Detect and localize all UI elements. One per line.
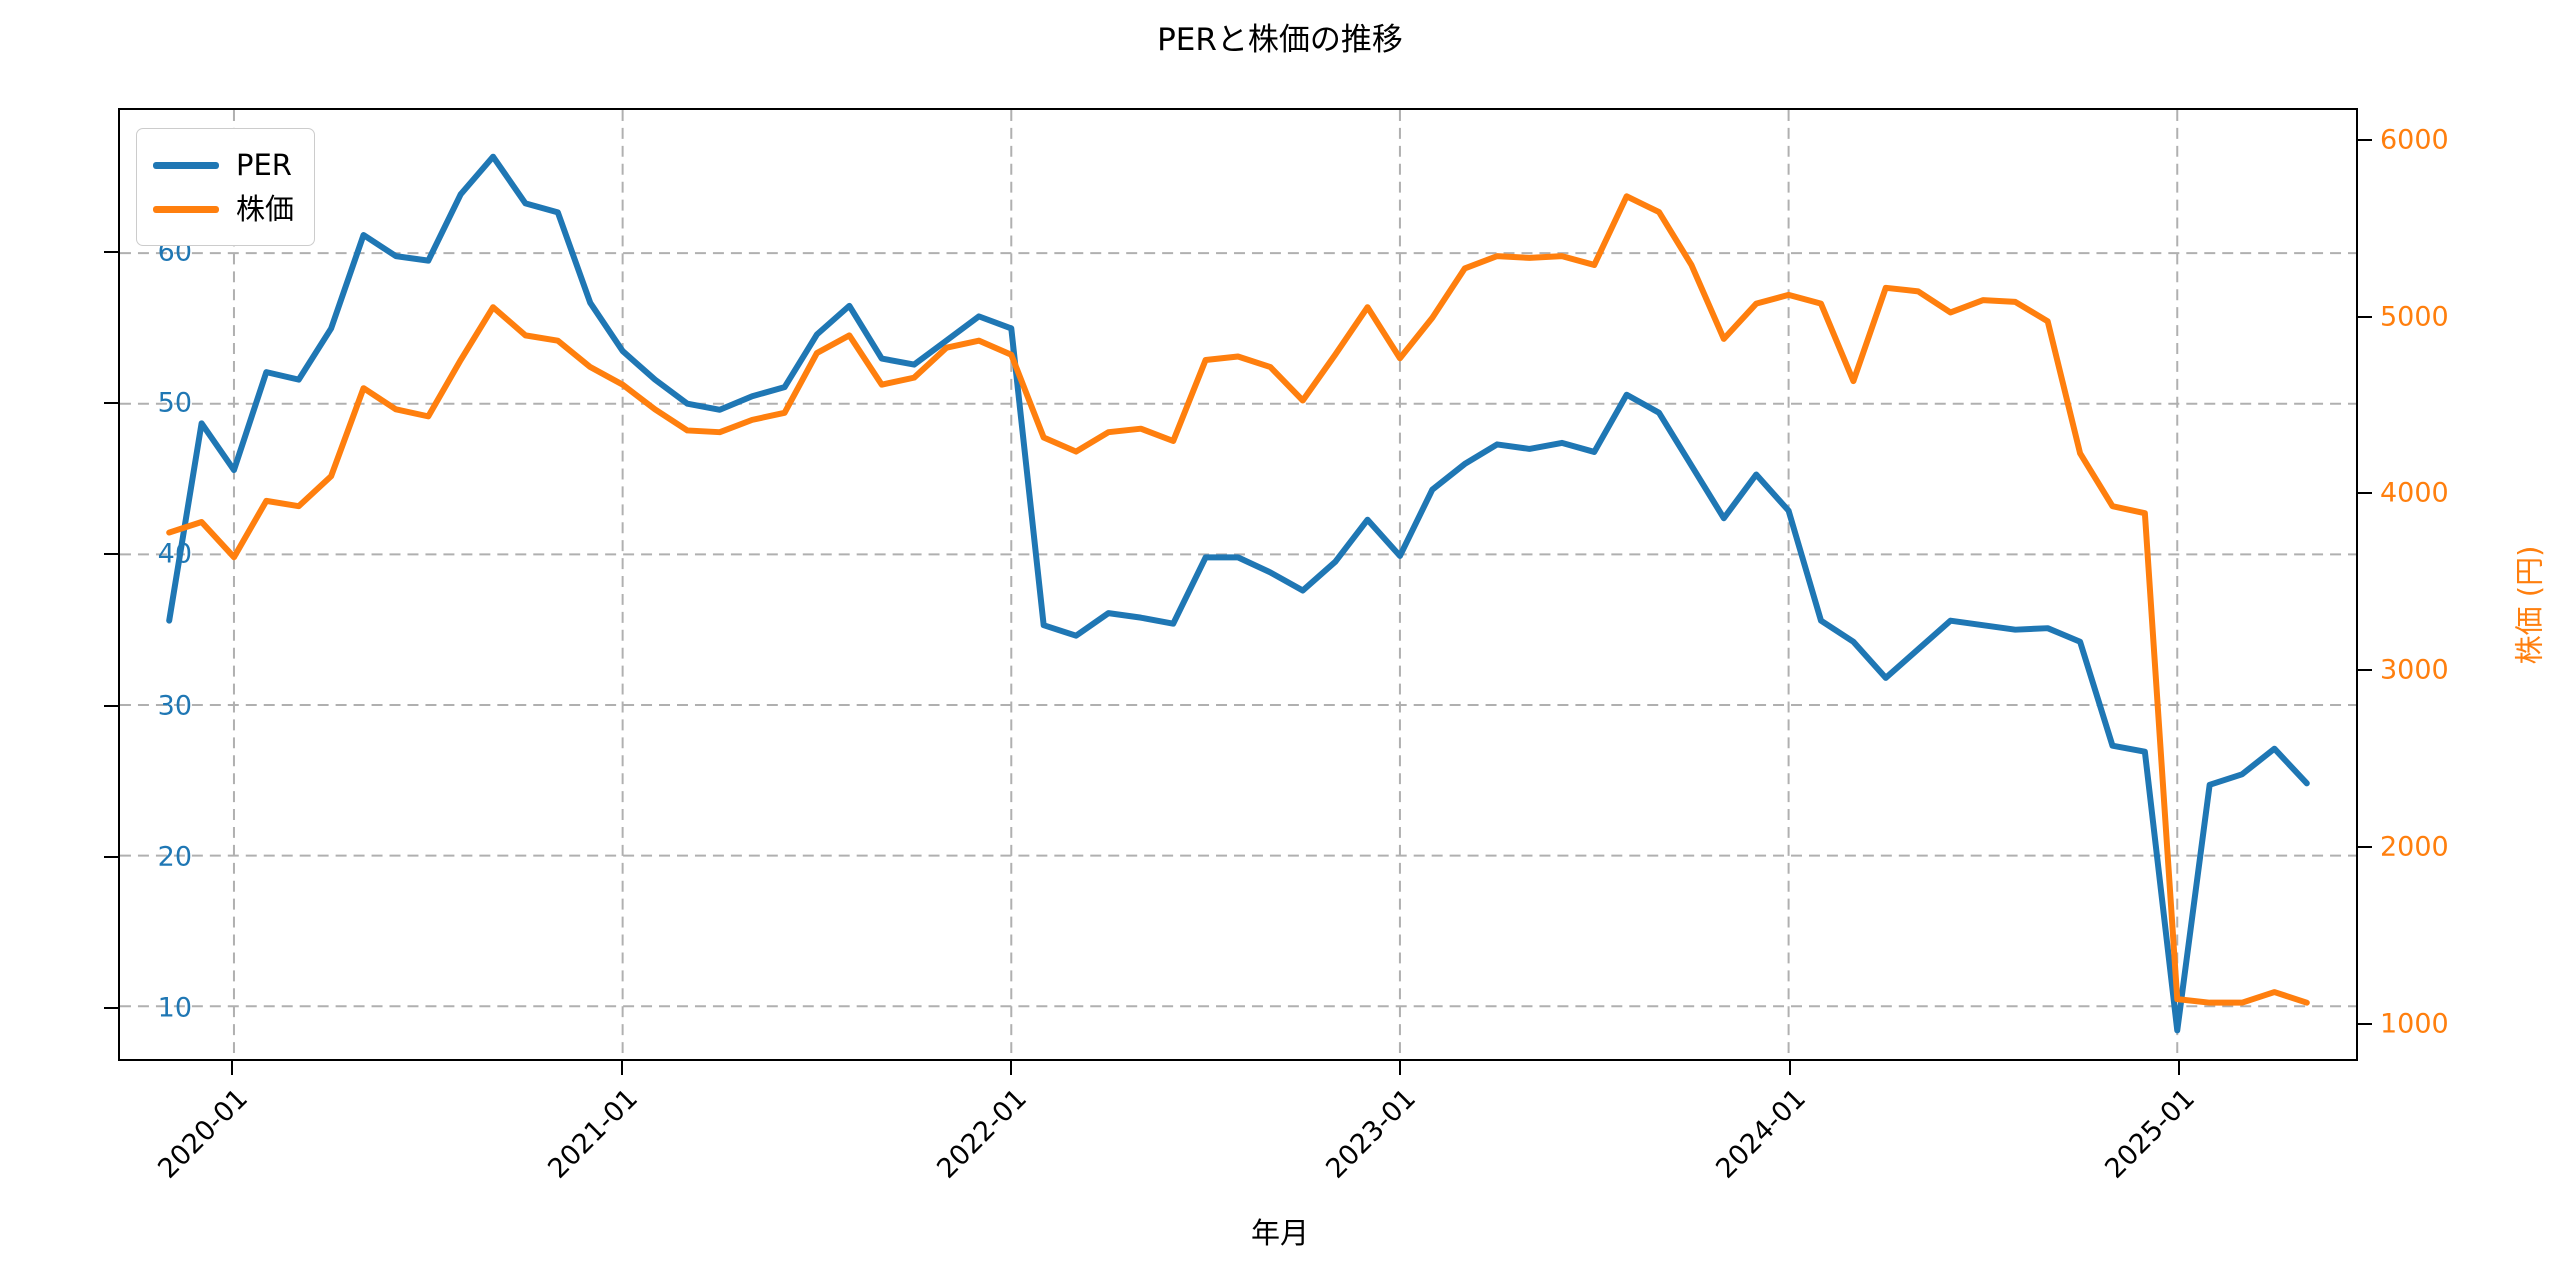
legend-item-per[interactable]: PER [153, 143, 294, 187]
y-axis-right-tick-mark [2358, 138, 2372, 141]
x-axis-tick-label: 2025-01 [2099, 1083, 2201, 1185]
page-title: PERと株価の推移 [1157, 22, 1403, 58]
x-axis-title: 年月 [1250, 1216, 1309, 1250]
plot-area [118, 108, 2358, 1061]
y-axis-right-tick-mark [2358, 846, 2372, 849]
y-axis-left-tick-label: 10 [157, 992, 192, 1024]
y-axis-left-tick-mark [104, 855, 118, 858]
y-axis-left-tick-label: 30 [157, 690, 192, 722]
x-axis-tick-label: 2022-01 [931, 1083, 1033, 1185]
x-axis-tick-label: 2020-01 [152, 1083, 255, 1185]
legend-item-stock[interactable]: 株価 [153, 187, 294, 231]
y-axis-left-tick-label: 40 [157, 538, 192, 570]
x-axis-tick-mark [1009, 1061, 1012, 1075]
y-axis-left-tick-mark [104, 704, 118, 707]
y-axis-right-tick-mark [2358, 492, 2372, 495]
y-axis-right-tick-label: 5000 [2380, 301, 2449, 333]
y-axis-left-tick-mark [104, 1007, 118, 1010]
y-axis-right-tick-mark [2358, 315, 2372, 318]
y-axis-left-tick-label: 50 [157, 387, 192, 419]
y-axis-right-tick-label: 3000 [2380, 654, 2449, 686]
series-line-per [166, 153, 2310, 1034]
x-axis-tick-mark [620, 1061, 623, 1075]
y-axis-right-tick-label: 4000 [2380, 477, 2449, 509]
y-axis-left-tick-mark [104, 553, 118, 556]
y-axis-left-tick-mark [104, 401, 118, 404]
y-axis-right-tick-mark [2358, 669, 2372, 672]
legend-swatch-stock [153, 205, 219, 213]
x-axis-tick-label: 2021-01 [541, 1083, 644, 1185]
y-axis-right-tick-label: 1000 [2380, 1008, 2449, 1040]
x-axis-tick-mark [231, 1061, 234, 1075]
x-axis-tick-mark [1788, 1061, 1791, 1075]
y-axis-left-tick-mark [104, 250, 118, 253]
x-axis-tick-mark [2177, 1061, 2180, 1075]
y-axis-right-tick-label: 2000 [2380, 831, 2449, 863]
chart-legend: PER 株価 [136, 128, 316, 246]
legend-label-stock: 株価 [236, 191, 295, 226]
x-axis-tick-label: 2024-01 [1709, 1083, 1812, 1185]
grid-lines [120, 110, 2356, 1059]
y-axis-left-tick-label: 20 [157, 841, 192, 873]
y-axis-right-title: 株価 (円) [2512, 545, 2547, 665]
legend-label-per: PER [236, 147, 292, 182]
y-axis-right-tick-label: 6000 [2380, 124, 2449, 156]
x-axis-tick-label: 2023-01 [1320, 1083, 1423, 1185]
y-axis-right-tick-mark [2358, 1022, 2372, 1025]
series-line-stock [166, 193, 2310, 1006]
x-axis-tick-mark [1399, 1061, 1402, 1075]
legend-swatch-per [153, 161, 219, 169]
series-lines [166, 153, 2310, 1034]
